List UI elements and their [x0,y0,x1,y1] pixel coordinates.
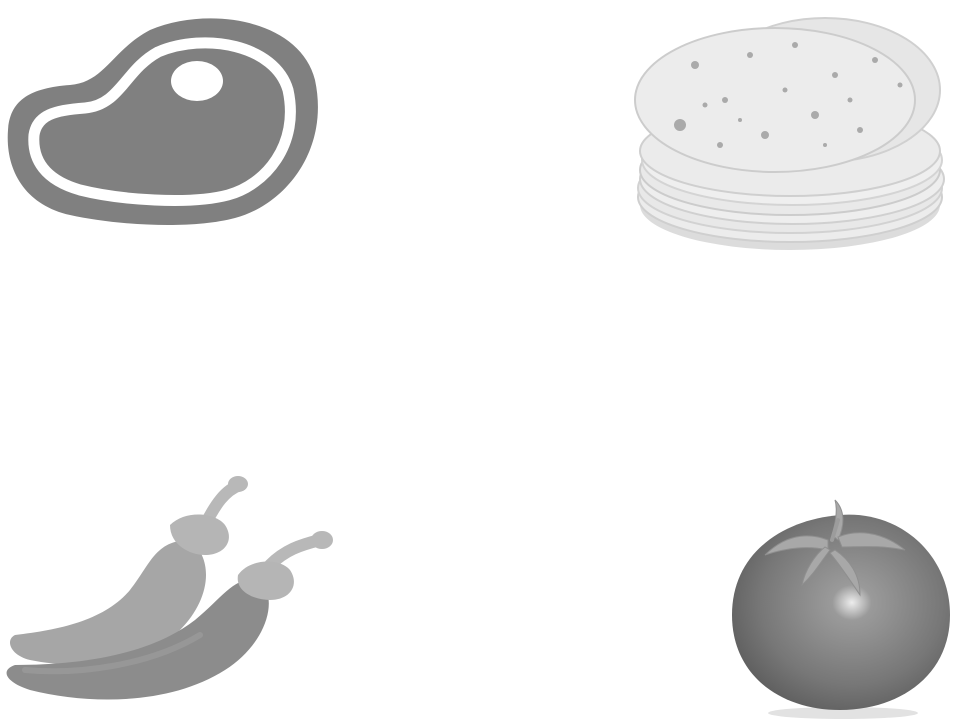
tortilla-graphic [634,17,945,250]
steak-bone [171,61,223,101]
steak-icon [0,10,330,235]
tomato-icon [720,495,960,720]
tomato-body [732,514,950,710]
steak-graphic [7,18,318,226]
tortilla-stack-icon [625,5,955,260]
chili-peppers-icon [0,470,345,715]
pepper-back-body [10,540,207,665]
steak-fat-ring [28,37,296,206]
pepper-front-cap [237,561,294,600]
pepper-graphic [6,476,333,700]
pepper-back-cap [170,514,229,555]
tomato-calyx [764,499,906,597]
steak-outer-shape [7,18,318,226]
tomato-graphic [732,499,950,719]
